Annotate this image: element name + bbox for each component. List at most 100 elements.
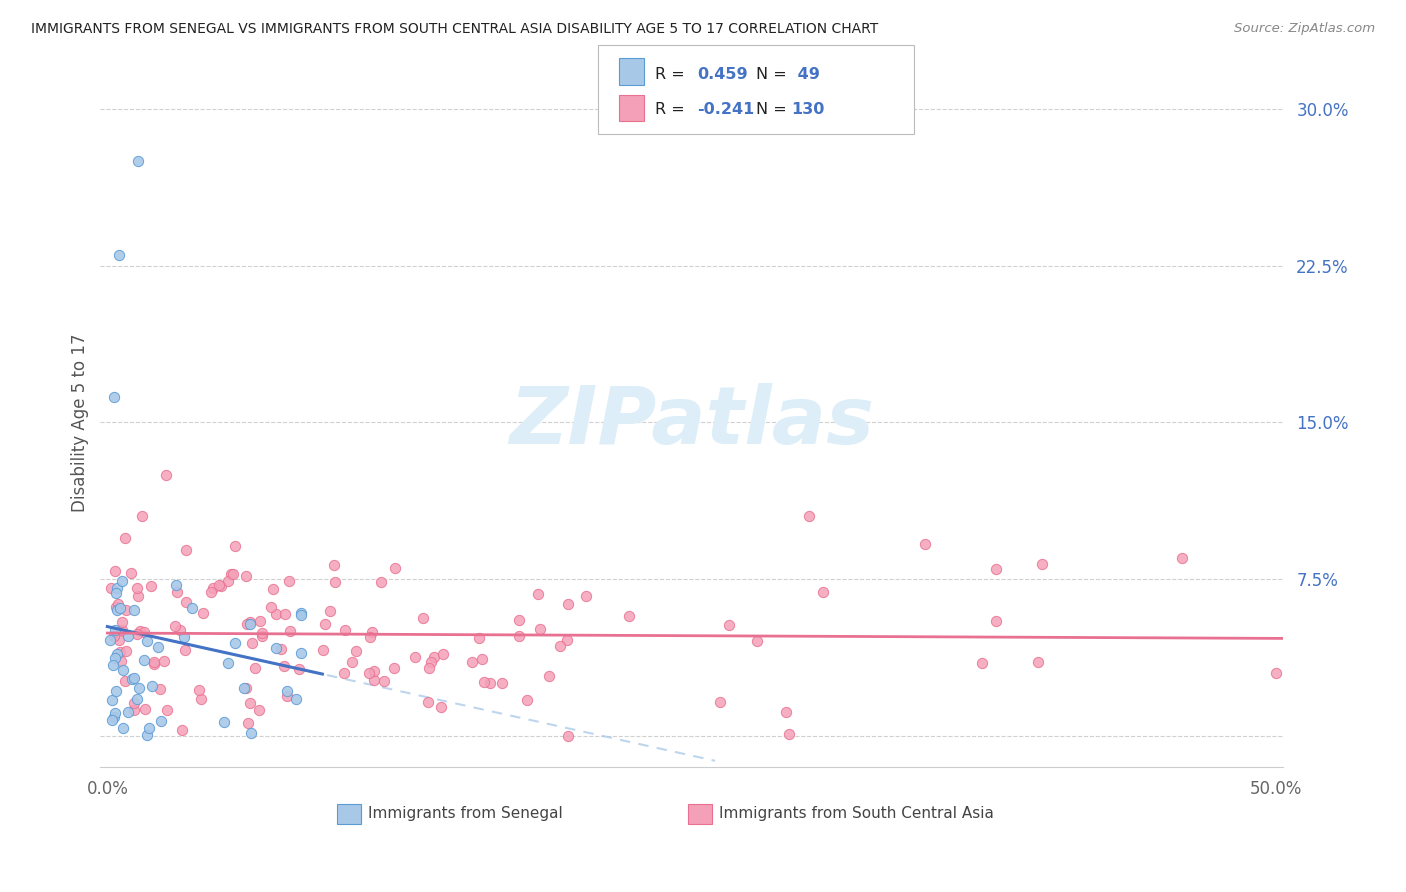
Point — [110, 645, 132, 659]
Point — [100, 582, 122, 596]
Point — [548, 639, 571, 653]
Point — [169, 624, 191, 638]
Point — [111, 721, 134, 735]
Point — [105, 603, 128, 617]
Point — [122, 703, 145, 717]
Point — [471, 652, 494, 666]
Point — [135, 728, 157, 742]
Point — [219, 566, 242, 581]
Point — [423, 650, 446, 665]
Point — [290, 607, 312, 621]
Point — [117, 630, 139, 644]
Text: Immigrants from South Central Asia: Immigrants from South Central Asia — [718, 805, 994, 821]
Point — [384, 561, 406, 575]
Point — [135, 634, 157, 648]
Text: 49: 49 — [792, 67, 820, 82]
Point — [717, 618, 740, 632]
Point — [236, 716, 259, 731]
Point — [260, 600, 283, 615]
Point — [108, 600, 131, 615]
Point — [125, 626, 148, 640]
Point — [200, 584, 222, 599]
Point — [323, 575, 346, 590]
Point — [188, 682, 211, 697]
Point — [508, 613, 530, 627]
Point — [222, 567, 245, 582]
Point — [100, 633, 122, 648]
Point — [217, 574, 239, 589]
Point — [285, 692, 308, 706]
Point — [138, 721, 160, 735]
Text: Source: ZipAtlas.com: Source: ZipAtlas.com — [1234, 22, 1375, 36]
Point — [382, 661, 405, 675]
Point — [103, 658, 125, 673]
FancyBboxPatch shape — [337, 805, 360, 823]
Point — [114, 644, 136, 658]
Point — [709, 695, 731, 709]
Point — [557, 597, 579, 611]
Point — [103, 390, 125, 404]
Point — [163, 619, 186, 633]
Point — [170, 723, 193, 738]
Point — [276, 690, 298, 704]
Point — [128, 681, 150, 695]
Point — [363, 673, 385, 687]
Text: R =: R = — [655, 103, 690, 117]
Point — [150, 714, 173, 729]
Point — [173, 630, 195, 644]
Point — [233, 681, 256, 696]
Point — [121, 672, 143, 686]
Point — [290, 646, 312, 660]
Point — [811, 585, 834, 599]
Point — [972, 656, 994, 670]
Point — [105, 648, 128, 662]
Point — [373, 673, 395, 688]
Point — [360, 625, 382, 640]
Point — [264, 640, 287, 655]
Text: N =: N = — [756, 103, 793, 117]
Text: N =: N = — [756, 67, 793, 82]
Text: IMMIGRANTS FROM SENEGAL VS IMMIGRANTS FROM SOUTH CENTRAL ASIA DISABILITY AGE 5 T: IMMIGRANTS FROM SENEGAL VS IMMIGRANTS FR… — [31, 22, 879, 37]
Text: 0.459: 0.459 — [697, 67, 748, 82]
Point — [264, 607, 287, 622]
Point — [132, 653, 155, 667]
Point — [529, 622, 551, 636]
Point — [120, 566, 142, 580]
Point — [745, 634, 768, 648]
Point — [318, 604, 340, 618]
Point — [575, 590, 598, 604]
Text: R =: R = — [655, 67, 690, 82]
Point — [333, 665, 356, 680]
Point — [149, 681, 172, 696]
Point — [1265, 666, 1288, 681]
Point — [111, 623, 134, 637]
Point — [270, 642, 292, 657]
Point — [155, 467, 177, 482]
Point — [537, 669, 560, 683]
Point — [142, 655, 165, 669]
Point — [1031, 558, 1053, 572]
Point — [146, 640, 169, 655]
Point — [290, 608, 312, 623]
Point — [107, 597, 129, 611]
Point — [914, 536, 936, 550]
Point — [125, 582, 148, 596]
Point — [359, 630, 381, 644]
Point — [333, 623, 356, 637]
Point — [370, 574, 392, 589]
Point — [208, 578, 231, 592]
Point — [250, 629, 273, 643]
Point — [129, 624, 152, 638]
Point — [278, 574, 301, 588]
Point — [191, 607, 214, 621]
Point — [239, 696, 262, 710]
Point — [340, 655, 363, 669]
Point — [101, 693, 124, 707]
Point — [122, 603, 145, 617]
Point — [104, 565, 127, 579]
Point — [432, 647, 454, 661]
Point — [557, 729, 579, 743]
Point — [416, 695, 439, 709]
Point — [249, 703, 271, 717]
Point — [404, 650, 426, 665]
